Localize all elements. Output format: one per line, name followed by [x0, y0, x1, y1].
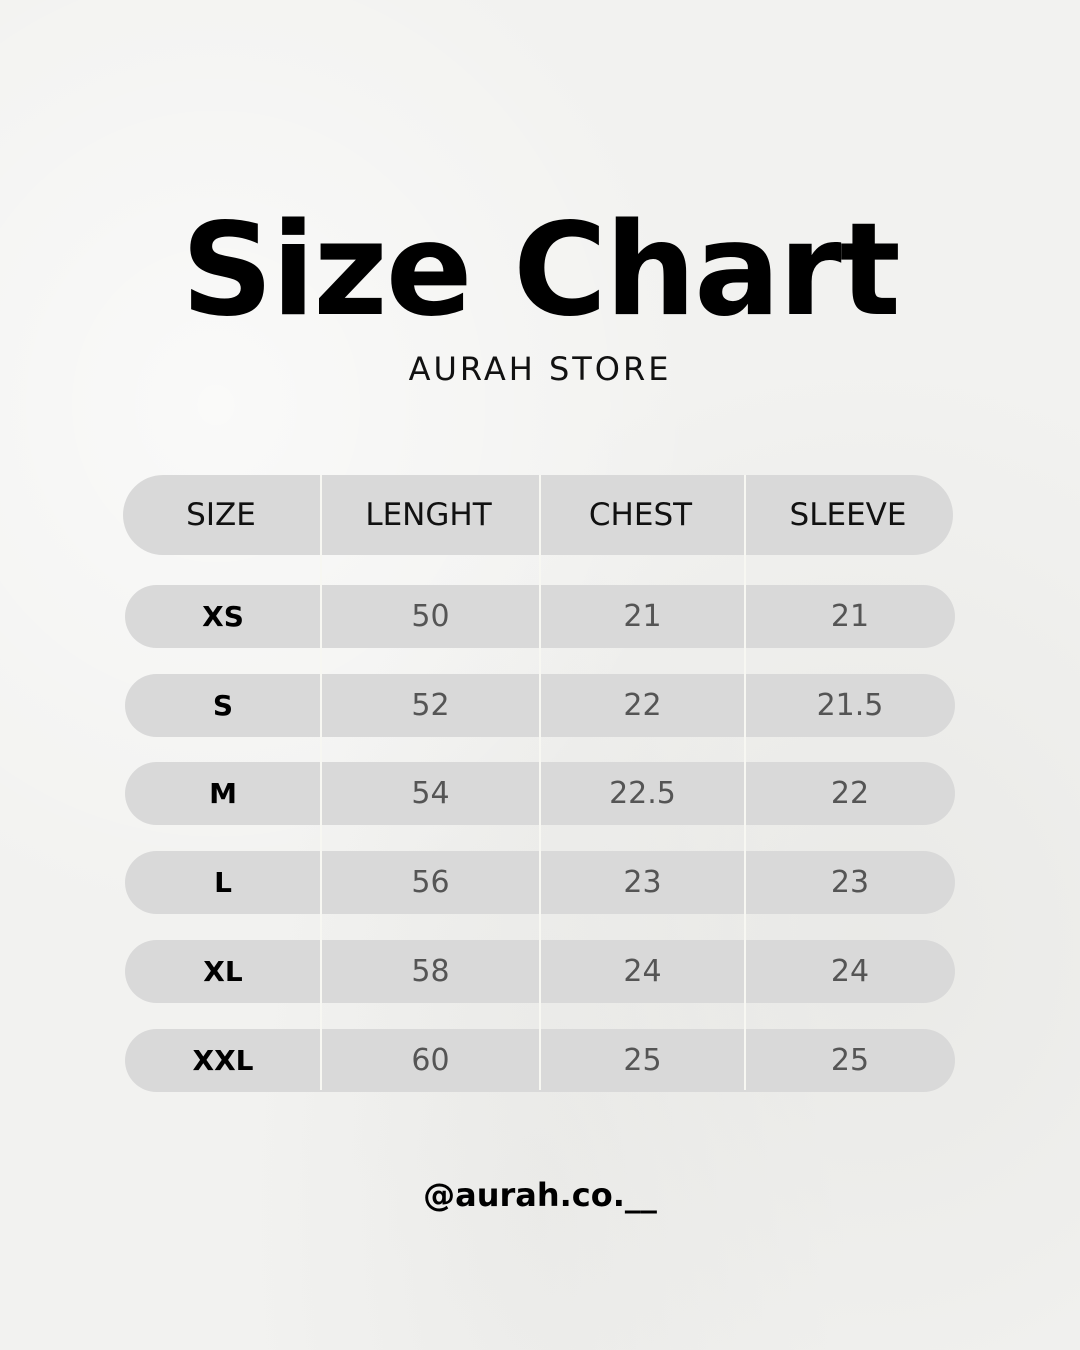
- cell-length: 50: [411, 599, 450, 634]
- header-chest: CHEST: [588, 497, 693, 533]
- cell-chest: 24: [623, 953, 662, 989]
- store-name: AURAH STORE: [408, 350, 672, 388]
- column-divider: [320, 475, 322, 1090]
- column-divider: [744, 475, 746, 1090]
- header-length: LENGHT: [365, 497, 492, 533]
- cell-length: 60: [411, 1042, 450, 1078]
- cell-chest: 22: [623, 687, 662, 723]
- cell-chest: 22.5: [609, 776, 676, 812]
- cell-sleeve: 24: [830, 953, 870, 989]
- page-title: Size Chart: [181, 196, 901, 345]
- cell-sleeve: 22: [830, 776, 870, 812]
- table-header-row: SIZE LENGHT CHEST SLEEVE: [123, 475, 953, 555]
- column-divider: [539, 475, 541, 1090]
- cell-sleeve: 23: [830, 865, 870, 901]
- cell-size: S: [212, 688, 234, 722]
- cell-size: M: [209, 777, 237, 811]
- cell-sleeve: 21.5: [816, 687, 884, 723]
- cell-sleeve: 25: [830, 1042, 870, 1078]
- cell-chest: 21: [623, 599, 662, 634]
- cell-size: XL: [203, 954, 243, 988]
- header-size: SIZE: [186, 497, 256, 533]
- cell-size: L: [214, 866, 232, 900]
- cell-chest: 25: [623, 1042, 662, 1078]
- cell-size: XXL: [192, 1043, 254, 1077]
- header-sleeve: SLEEVE: [789, 497, 907, 533]
- social-handle: @aurah.co.__: [423, 1176, 657, 1214]
- cell-size: XS: [202, 600, 244, 633]
- cell-length: 56: [411, 865, 450, 901]
- cell-sleeve: 21: [830, 599, 870, 634]
- cell-length: 54: [411, 776, 450, 812]
- cell-chest: 23: [623, 865, 662, 901]
- cell-length: 52: [411, 687, 450, 723]
- cell-length: 58: [411, 953, 450, 989]
